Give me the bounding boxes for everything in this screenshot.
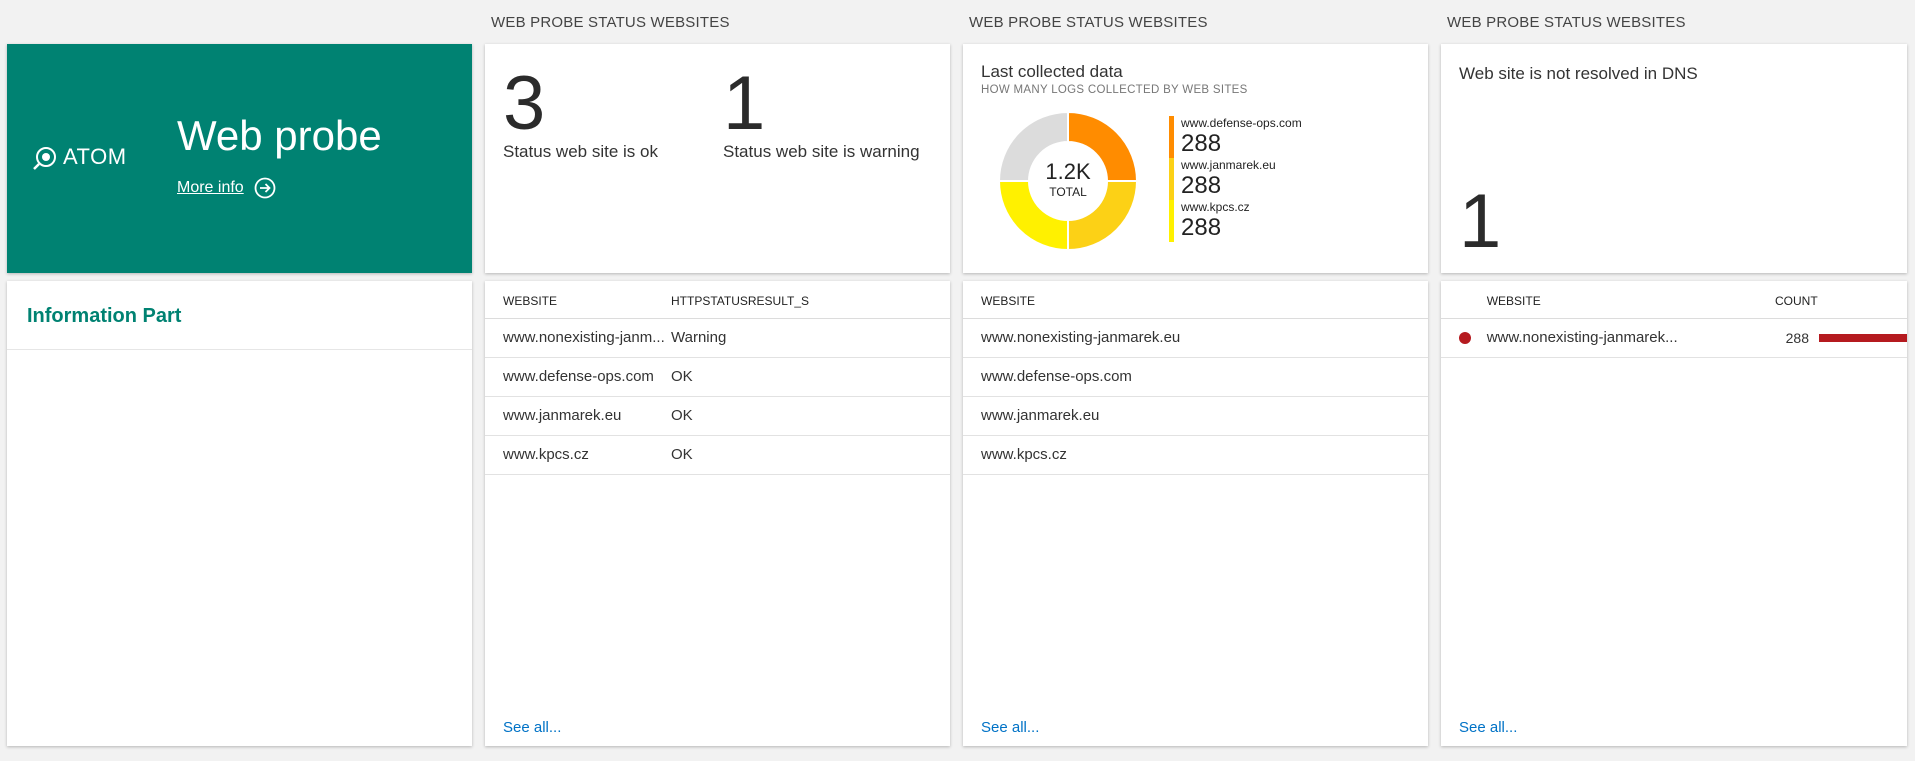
table-row[interactable]: www.janmarek.eu OK — [485, 396, 950, 436]
column-title-status: WEB PROBE STATUS WEBSITES — [491, 14, 730, 31]
see-all-link[interactable]: See all... — [981, 719, 1040, 736]
table-row[interactable]: www.kpcs.cz — [963, 435, 1428, 475]
column-title-logs: WEB PROBE STATUS WEBSITES — [969, 14, 1208, 31]
legend-item[interactable]: www.defense-ops.com 288 — [1169, 116, 1302, 158]
more-info-label[interactable]: More info — [177, 179, 244, 196]
ok-count: 3 — [503, 61, 546, 146]
dns-table-tile: WEBSITE COUNT www.nonexisting-janmarek..… — [1441, 281, 1907, 746]
cell-website: www.kpcs.cz — [963, 435, 1428, 475]
column-header-indicator — [1441, 281, 1487, 319]
see-all-link[interactable]: See all... — [503, 719, 562, 736]
column-header-website[interactable]: WEBSITE — [1486, 281, 1775, 319]
last-collected-subtitle: HOW MANY LOGS COLLECTED BY WEB SITES — [981, 84, 1248, 96]
dns-count: 1 — [1459, 179, 1502, 264]
logo-text: ATOM — [63, 144, 127, 169]
donut-total-value: 1.2K — [1045, 159, 1091, 184]
legend-item[interactable]: www.janmarek.eu 288 — [1169, 158, 1302, 200]
legend-item[interactable]: www.kpcs.cz 288 — [1169, 200, 1302, 242]
legend-value: 288 — [1181, 130, 1222, 157]
dns-table: WEBSITE COUNT www.nonexisting-janmarek..… — [1441, 281, 1907, 358]
warning-label: Status web site is warning — [723, 142, 920, 161]
ok-label: Status web site is ok — [503, 142, 658, 161]
donut-slice-www-nonexisting-janmarek-eu[interactable] — [999, 112, 1069, 182]
table-header-row: WEBSITE — [963, 281, 1428, 319]
cell-website: www.defense-ops.com — [485, 357, 671, 397]
table-header-row: WEBSITE HTTPSTATUSRESULT_S — [485, 281, 950, 319]
information-part-title: Information Part — [27, 305, 182, 327]
chart-legend: www.defense-ops.com 288 www.janmarek.eu … — [1169, 116, 1302, 242]
donut-center: 1.2K TOTAL — [999, 160, 1137, 200]
table-row[interactable]: www.janmarek.eu — [963, 396, 1428, 436]
divider — [7, 349, 472, 350]
atom-logo-icon — [33, 147, 56, 170]
cell-website: www.kpcs.cz — [485, 435, 671, 475]
cell-status: Warning — [671, 318, 950, 358]
table-row[interactable]: www.nonexisting-janmarek... 288 — [1441, 318, 1907, 358]
dns-not-resolved-tile[interactable]: Web site is not resolved in DNS 1 — [1441, 44, 1907, 273]
legend-label: www.defense-ops.com — [1181, 116, 1302, 130]
cell-website: www.nonexisting-janm... — [485, 318, 671, 358]
status-count-tile[interactable]: 3 Status web site is ok 1 Status web sit… — [485, 44, 950, 273]
arrow-circle-right-icon[interactable] — [254, 177, 276, 199]
table-row[interactable]: www.defense-ops.com OK — [485, 357, 950, 397]
legend-label: www.janmarek.eu — [1181, 158, 1276, 172]
cell-status: OK — [671, 396, 950, 436]
legend-swatch — [1169, 158, 1174, 200]
table-row[interactable]: www.kpcs.cz OK — [485, 435, 950, 475]
count-bar — [1819, 334, 1907, 343]
cell-website: www.janmarek.eu — [485, 396, 671, 436]
status-table: WEBSITE HTTPSTATUSRESULT_S www.nonexisti… — [485, 281, 950, 475]
information-part-tile: Information Part — [7, 281, 472, 746]
cell-website: www.nonexisting-janmarek... — [1486, 318, 1775, 358]
atom-logo: ATOM — [31, 142, 127, 172]
more-info-link[interactable]: More info — [177, 177, 276, 199]
column-header-count[interactable]: COUNT — [1775, 281, 1907, 319]
donut-chart[interactable] — [999, 112, 1137, 250]
logs-table: WEBSITE www.nonexisting-janmarek.eu www.… — [963, 281, 1428, 475]
donut-total-label: TOTAL — [1049, 185, 1087, 199]
cell-count: 288 — [1775, 318, 1907, 358]
status-cell — [1441, 318, 1487, 358]
last-collected-tile[interactable]: Last collected data HOW MANY LOGS COLLEC… — [963, 44, 1428, 273]
see-all-link[interactable]: See all... — [1459, 719, 1518, 736]
cell-website: www.nonexisting-janmarek.eu — [963, 318, 1428, 358]
cell-status: OK — [671, 357, 950, 397]
legend-swatch — [1169, 200, 1174, 242]
status-dot-icon — [1459, 332, 1471, 345]
legend-label: www.kpcs.cz — [1181, 200, 1250, 214]
cell-website: www.defense-ops.com — [963, 357, 1428, 397]
legend-value: 288 — [1181, 172, 1222, 199]
table-header-row: WEBSITE COUNT — [1441, 281, 1907, 319]
dns-title: Web site is not resolved in DNS — [1459, 64, 1698, 83]
table-row[interactable]: www.defense-ops.com — [963, 357, 1428, 397]
legend-value: 288 — [1181, 214, 1222, 241]
hero-title: Web probe — [177, 112, 382, 159]
warning-count: 1 — [723, 61, 766, 146]
table-row[interactable]: www.nonexisting-janmarek.eu — [963, 318, 1428, 358]
status-table-tile: WEBSITE HTTPSTATUSRESULT_S www.nonexisti… — [485, 281, 950, 746]
table-row[interactable]: www.nonexisting-janm... Warning — [485, 318, 950, 358]
web-probe-hero-tile[interactable]: ATOM Web probe More info — [7, 44, 472, 273]
column-header-website[interactable]: WEBSITE — [963, 281, 1428, 319]
logs-table-tile: WEBSITE www.nonexisting-janmarek.eu www.… — [963, 281, 1428, 746]
column-header-status[interactable]: HTTPSTATUSRESULT_S — [671, 281, 950, 319]
column-header-website[interactable]: WEBSITE — [485, 281, 671, 319]
count-value: 288 — [1785, 330, 1809, 347]
column-title-dns: WEB PROBE STATUS WEBSITES — [1447, 14, 1686, 31]
last-collected-title: Last collected data — [981, 62, 1123, 81]
cell-status: OK — [671, 435, 950, 475]
cell-website: www.janmarek.eu — [963, 396, 1428, 436]
legend-swatch — [1169, 116, 1174, 158]
